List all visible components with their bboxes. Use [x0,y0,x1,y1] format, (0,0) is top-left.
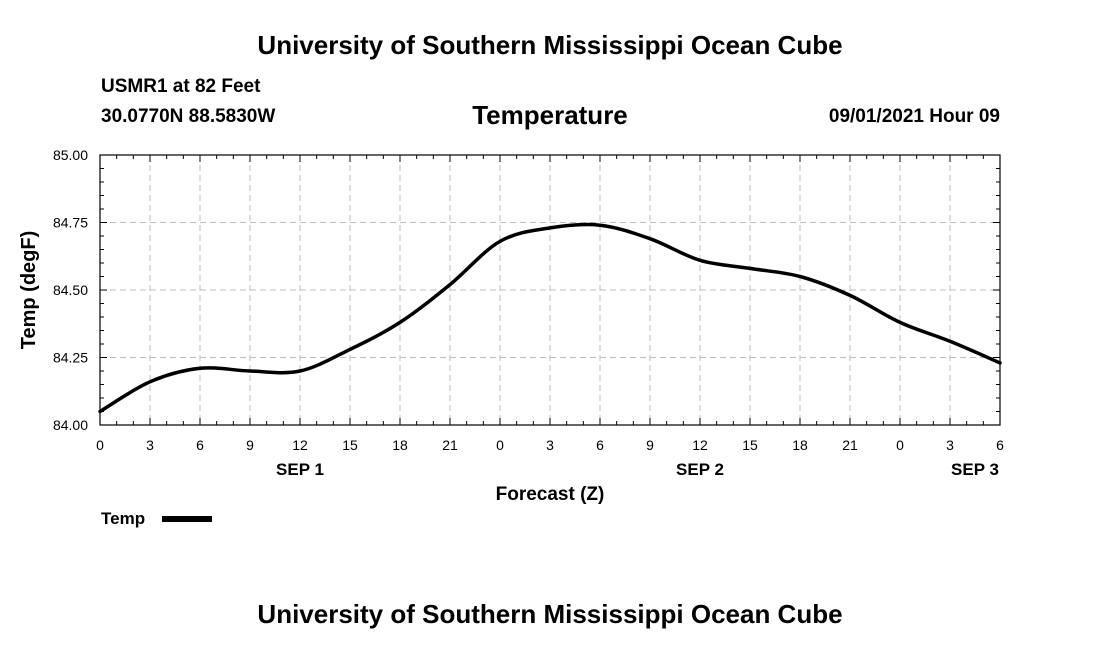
day-label: SEP 3 [951,460,999,479]
station-coordinates: 30.0770N 88.5830W [101,106,276,127]
y-tick-label: 85.00 [53,147,88,163]
x-tick-label: 6 [596,437,604,453]
x-tick-label: 0 [96,437,104,453]
legend-label: Temp [101,509,146,528]
x-tick-label: 15 [742,437,758,453]
station-label: USMR1 at 82 Feet [101,76,261,97]
x-tick-label: 12 [292,437,308,453]
x-axis-title: Forecast (Z) [496,484,605,505]
y-tick-label: 84.25 [53,350,88,366]
x-tick-label: 0 [496,437,504,453]
y-tick-label: 84.50 [53,282,88,298]
chart-title: Temperature [472,100,628,130]
footer-title: University of Southern Mississippi Ocean… [257,599,843,629]
x-tick-label: 18 [792,437,808,453]
x-tick-label: 9 [246,437,254,453]
temp-series-line [98,222,1002,414]
x-tick-label: 12 [692,437,708,453]
forecast-datetime: 09/01/2021 Hour 09 [828,106,1000,127]
x-tick-label: 6 [196,437,204,453]
day-label: SEP 1 [276,460,324,479]
x-tick-label: 18 [392,437,408,453]
legend-line-swatch [162,516,212,522]
x-tick-label: 21 [842,437,858,453]
x-tick-label: 6 [996,437,1004,453]
x-tick-label: 3 [946,437,954,453]
x-tick-label: 15 [342,437,358,453]
x-tick-label: 3 [546,437,554,453]
axis-ticks [99,154,1001,426]
day-label: SEP 2 [676,460,724,479]
axis-labels: 0 3 6 9 12 15 18 21 0 3 6 9 12 15 18 21 0 3 6 84.00 84.25 84.… [53,147,1004,479]
chart-header-title: University of Southern Mississippi Ocean… [257,30,843,60]
grid-lines [100,155,1000,425]
y-axis-title: Temp (degF) [18,231,40,350]
x-tick-label: 21 [442,437,458,453]
y-tick-label: 84.00 [53,417,88,433]
x-tick-label: 3 [146,437,154,453]
y-tick-label: 84.75 [53,215,88,231]
x-tick-label: 9 [646,437,654,453]
x-tick-label: 0 [896,437,904,453]
